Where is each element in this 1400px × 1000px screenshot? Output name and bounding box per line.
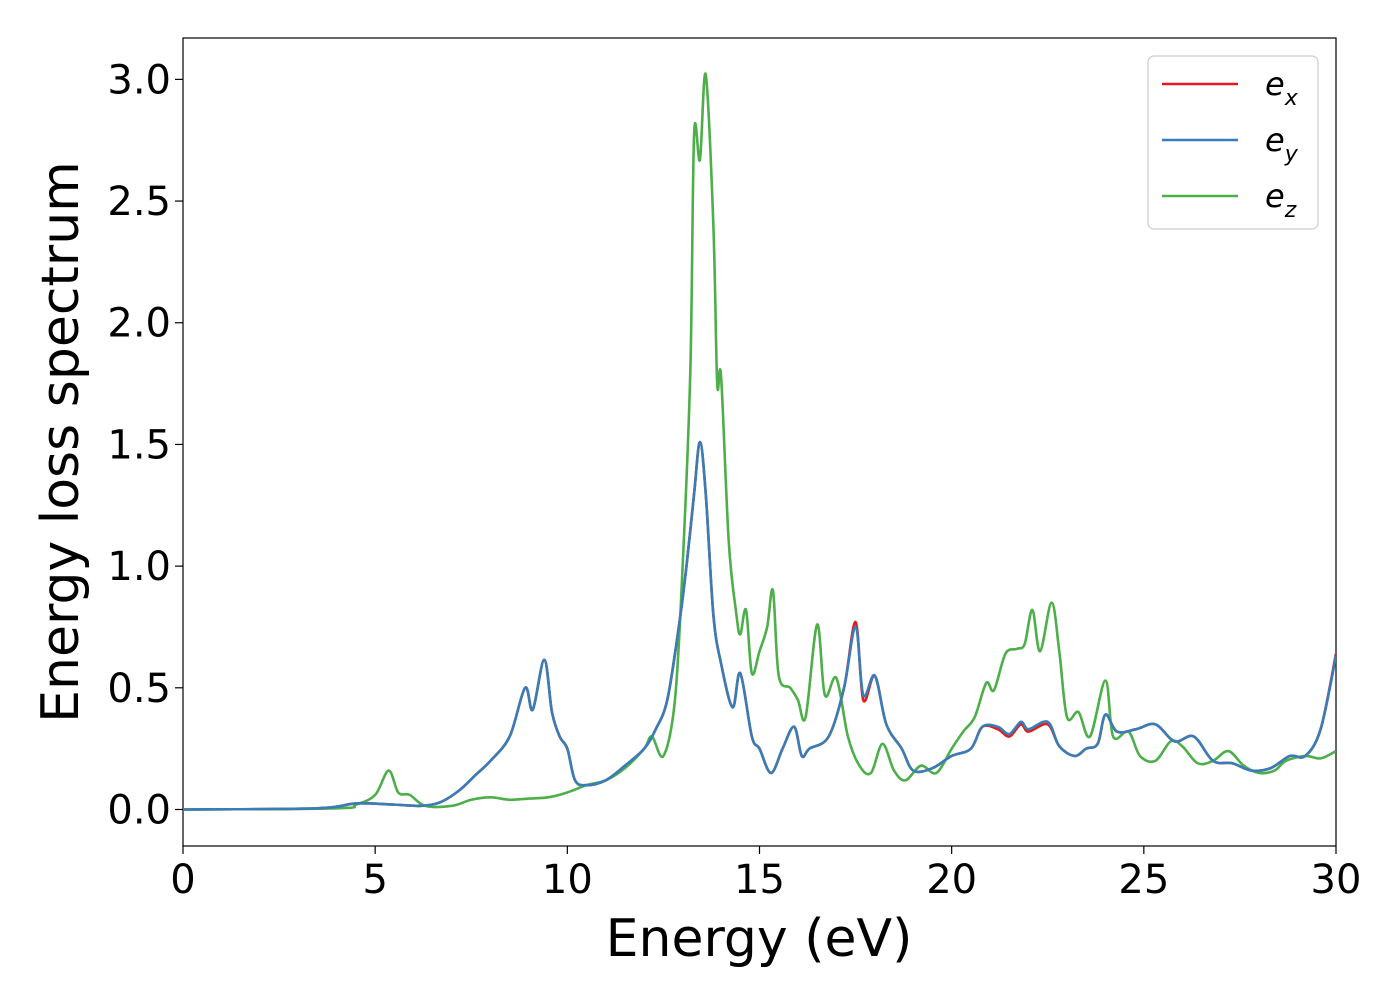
legend-label: ez [1265,177,1297,223]
y-tick-label: 1.5 [107,422,171,468]
x-tick-label: 25 [1118,857,1169,903]
series-line-e-z [183,72,1336,811]
x-tick-label: 30 [1311,857,1362,903]
y-axis-label: Energy loss spectrum [31,161,91,723]
y-tick-label: 1.0 [107,544,171,590]
x-tick-label: 20 [926,857,977,903]
x-tick-label: 15 [734,857,785,903]
legend-label: ex [1265,65,1299,111]
y-tick-label: 0.5 [107,666,171,712]
y-axis: 0.0 0.5 1.0 1.5 2.0 2.5 3.0 [107,57,183,833]
x-tick-label: 5 [362,857,387,903]
plot-area [182,37,1337,847]
y-tick-label: 0.0 [107,787,171,833]
legend-box [1147,55,1319,230]
x-tick-label: 0 [170,857,195,903]
series-layer [183,72,1336,811]
legend: ex ey ez [1147,55,1319,230]
series-line-e-y [183,440,1336,811]
y-tick-label: 2.5 [107,179,171,225]
y-tick-label: 2.0 [107,301,171,347]
x-axis-label: Energy (eV) [606,909,913,969]
x-tick-label: 10 [542,857,593,903]
legend-label: ey [1265,121,1299,167]
y-tick-label: 3.0 [107,57,171,103]
x-axis: 0 5 10 15 20 25 30 [170,846,1361,903]
